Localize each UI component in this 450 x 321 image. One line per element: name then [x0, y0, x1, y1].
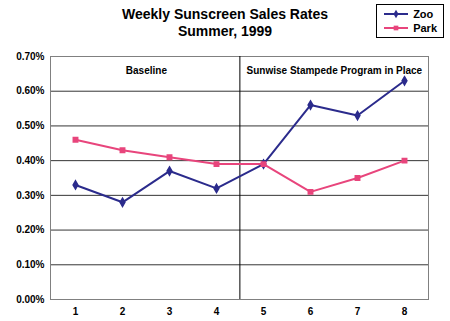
- svg-text:6: 6: [308, 306, 314, 317]
- svg-text:2: 2: [120, 306, 126, 317]
- svg-text:7: 7: [355, 306, 361, 317]
- svg-text:3: 3: [167, 306, 173, 317]
- svg-text:0.40%: 0.40%: [16, 155, 44, 166]
- svg-text:5: 5: [261, 306, 267, 317]
- svg-text:Sunwise Stampede Program in Pl: Sunwise Stampede Program in Place: [247, 65, 423, 76]
- html-text:Summer, 1999: Summer, 1999: [177, 23, 273, 39]
- svg-text:0.60%: 0.60%: [16, 85, 44, 96]
- svg-text:1: 1: [73, 306, 79, 317]
- svg-text:0.30%: 0.30%: [16, 190, 44, 201]
- svg-text:0.50%: 0.50%: [16, 120, 44, 131]
- svg-text:Baseline: Baseline: [126, 65, 168, 76]
- svg-text:8: 8: [402, 306, 408, 317]
- svg-text:0.00%: 0.00%: [16, 294, 44, 305]
- svg-text:4: 4: [214, 306, 220, 317]
- svg-text:0.10%: 0.10%: [16, 259, 44, 270]
- html-text:Zoo: Zoo: [413, 8, 434, 20]
- html-text:Weekly Sunscreen Sales Rates: Weekly Sunscreen Sales Rates: [122, 6, 328, 22]
- svg-text:0.20%: 0.20%: [16, 224, 44, 235]
- svg-text:0.70%: 0.70%: [16, 51, 44, 62]
- html-text:Park: Park: [413, 22, 437, 34]
